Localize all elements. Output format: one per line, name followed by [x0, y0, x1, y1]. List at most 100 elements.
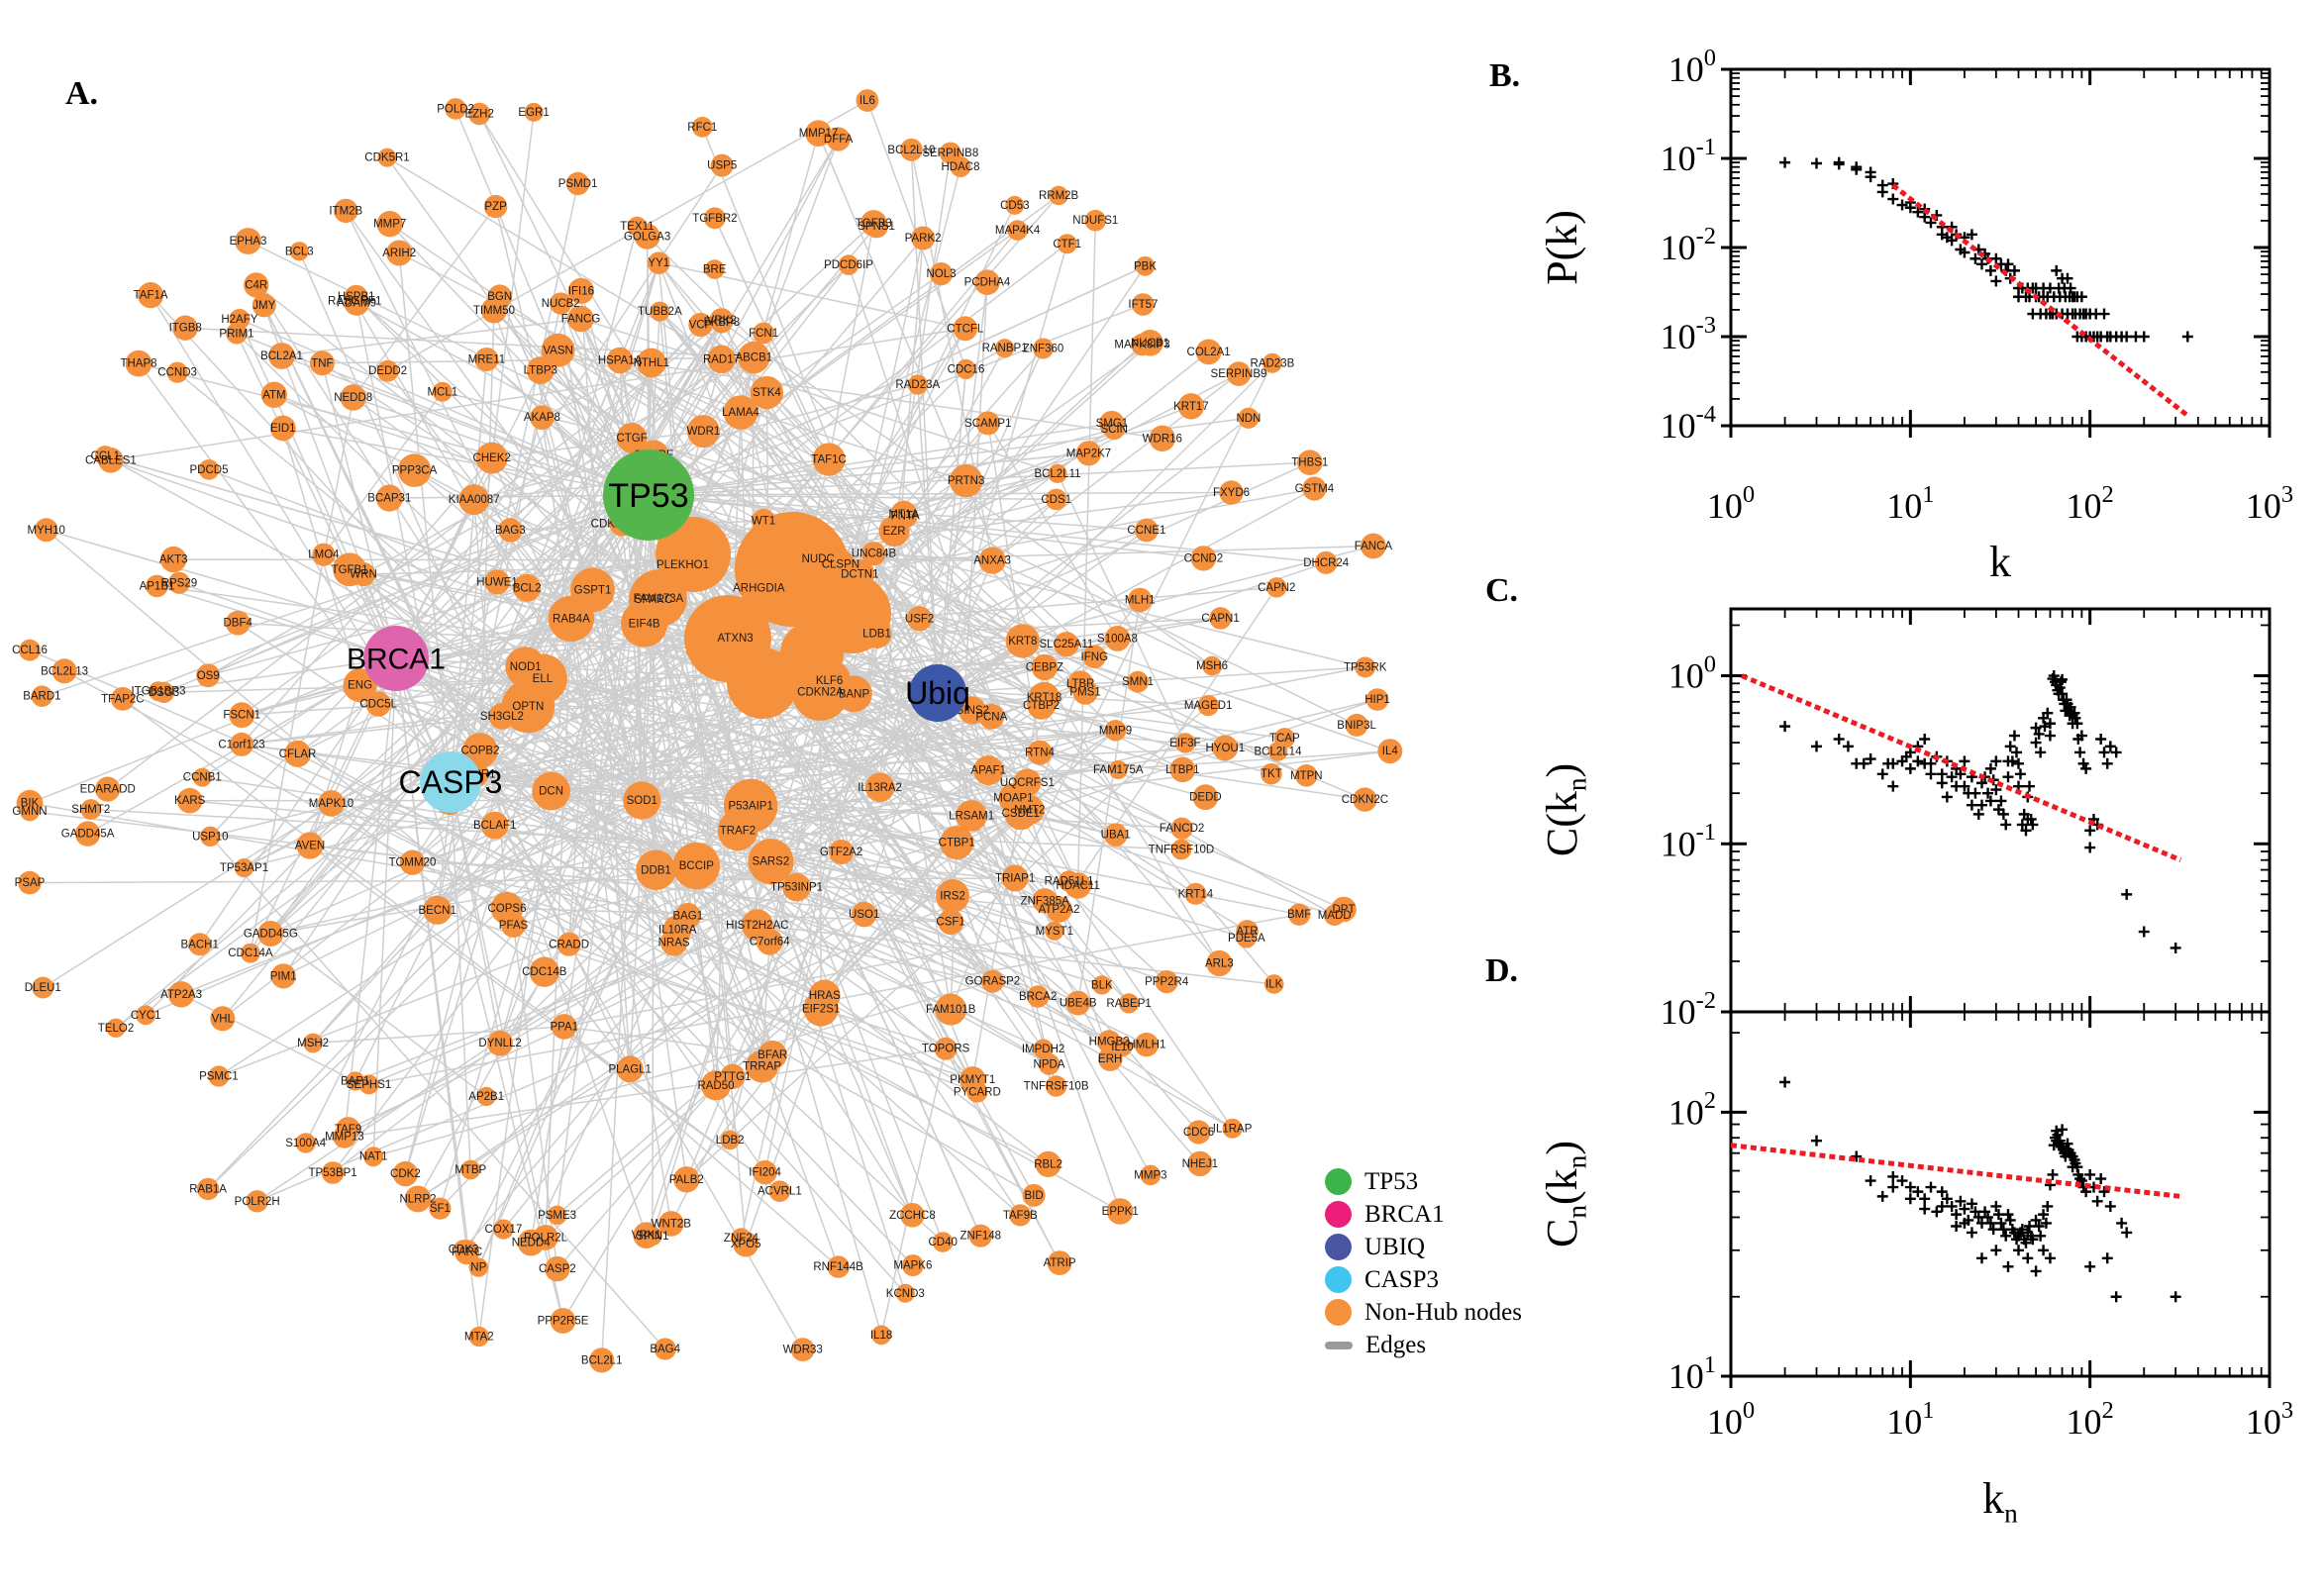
legend-item-edges: Edges	[1325, 1332, 1522, 1358]
network-node-label: BAP1	[341, 1076, 369, 1088]
network-node-label: PLEKHO1	[656, 559, 709, 571]
network-node	[208, 1065, 230, 1087]
network-node	[95, 776, 121, 802]
tick-label: 101	[1886, 481, 1934, 526]
network-nodes	[16, 89, 1403, 1373]
network-node	[376, 211, 403, 238]
network-node	[717, 810, 758, 851]
network-node-label: GADD45A	[61, 829, 115, 841]
network-node	[200, 826, 221, 847]
network-node-label: TP53INP1	[770, 882, 823, 894]
network-node	[650, 301, 670, 322]
tick-label: 102	[2067, 1397, 2114, 1442]
network-node-label: TFAP2C	[101, 693, 144, 705]
network-node	[911, 226, 936, 250]
legend-item-label: Non-Hub nodes	[1364, 1299, 1523, 1326]
network-node-label: DBF4	[223, 618, 252, 630]
network-node	[852, 901, 877, 928]
axis-ticks	[1721, 609, 2272, 1014]
network-node-label: TAF1C	[811, 454, 847, 466]
network-node	[333, 1125, 356, 1148]
network-node	[1295, 764, 1318, 787]
network-node	[953, 316, 978, 342]
network-node	[940, 826, 974, 860]
network-node	[334, 198, 358, 224]
network-node-label: BCL2A1	[260, 350, 303, 362]
network-node	[805, 120, 832, 147]
network-node-label: RAD51L1	[1045, 876, 1094, 888]
network-node	[476, 1086, 496, 1107]
network-node-label: KIAA0087	[449, 494, 500, 506]
network-node	[51, 658, 77, 684]
network-node	[1135, 518, 1159, 543]
network-node-label: ADAM9	[337, 298, 376, 310]
network-node	[975, 411, 1000, 436]
network-node-label: POLR2H	[235, 1196, 280, 1208]
network-node	[235, 228, 261, 254]
network-node-label: MSH6	[1196, 660, 1228, 672]
network-node-label: CABLES1	[85, 454, 137, 466]
network-node-label: TNFRSF10D	[1149, 845, 1214, 856]
network-node-label: TIMM50	[473, 305, 515, 317]
network-node	[344, 290, 370, 316]
tick-label: 102	[2067, 481, 2114, 526]
network-node	[94, 446, 116, 467]
hub-label-tp53: TP53	[608, 477, 688, 515]
network-node	[709, 308, 734, 333]
network-node	[16, 789, 44, 817]
network-node-label: WDR33	[783, 1345, 823, 1356]
network-node-label: BCL2L14	[1255, 746, 1303, 757]
network-node-label: MYST1	[1036, 926, 1073, 938]
network-node-label: UNC84B	[852, 549, 897, 560]
network-node	[529, 956, 559, 987]
network-node-label: PPP2R5E	[538, 1316, 589, 1328]
network-node	[257, 921, 284, 947]
network-node-label: RAB1A	[189, 1183, 227, 1195]
network-node	[1045, 488, 1067, 511]
network-node	[309, 350, 335, 376]
network-node-label: C4R	[245, 279, 267, 291]
network-node-label: RAD50	[697, 1080, 734, 1092]
network-node-label: XPO5	[731, 1239, 761, 1250]
network-node-label: SEPHS1	[347, 1079, 391, 1091]
network-node	[312, 543, 336, 566]
network-node-label: NPDA	[1034, 1059, 1065, 1071]
network-node-label: LDB1	[862, 629, 891, 641]
network-node-label: NEDD4	[512, 1238, 552, 1249]
network-node	[1170, 817, 1193, 840]
network-node-label: JMY	[252, 300, 275, 312]
network-node	[753, 322, 774, 345]
network-node	[386, 240, 413, 266]
network-node-label: BMF	[1287, 909, 1311, 921]
hub-node-ubiq	[909, 664, 966, 722]
network-node	[1057, 234, 1077, 254]
network-node	[1140, 1164, 1162, 1186]
plot-panel-c: 100 10-1 10-2 C(kn)	[1538, 607, 2272, 1032]
network-node-label: CDC14B	[522, 966, 567, 978]
network-node-label: PDE5A	[1228, 933, 1265, 945]
network-node-label: TKT	[1261, 768, 1282, 780]
network-node-label: ATRIP	[1044, 1257, 1076, 1269]
network-node-label: KLF6	[816, 675, 844, 687]
network-node-label: MMP7	[373, 219, 406, 231]
network-node-label: CFLAR	[279, 748, 317, 760]
network-node	[864, 772, 895, 803]
network-node-label: SPNS1	[858, 221, 895, 233]
network-node	[1027, 985, 1050, 1008]
network-node	[929, 262, 954, 286]
network-node	[1035, 1150, 1061, 1177]
network-node	[906, 606, 933, 632]
network-node-label: CASP2	[539, 1263, 576, 1275]
scatter-points	[1779, 156, 2193, 343]
network-node	[826, 127, 851, 151]
network-node	[198, 459, 220, 480]
network-node-label: OPTN	[512, 701, 544, 713]
network-node-label: POLD2	[437, 103, 474, 115]
network-node	[1170, 839, 1192, 860]
network-node-label: BCL2L10	[887, 145, 935, 156]
network-node	[268, 343, 295, 369]
network-node-label: COL2A1	[1187, 347, 1231, 358]
network-node-label: IL18	[870, 1330, 892, 1342]
network-node	[1202, 655, 1222, 676]
network-node-label: GMNN	[12, 806, 47, 818]
